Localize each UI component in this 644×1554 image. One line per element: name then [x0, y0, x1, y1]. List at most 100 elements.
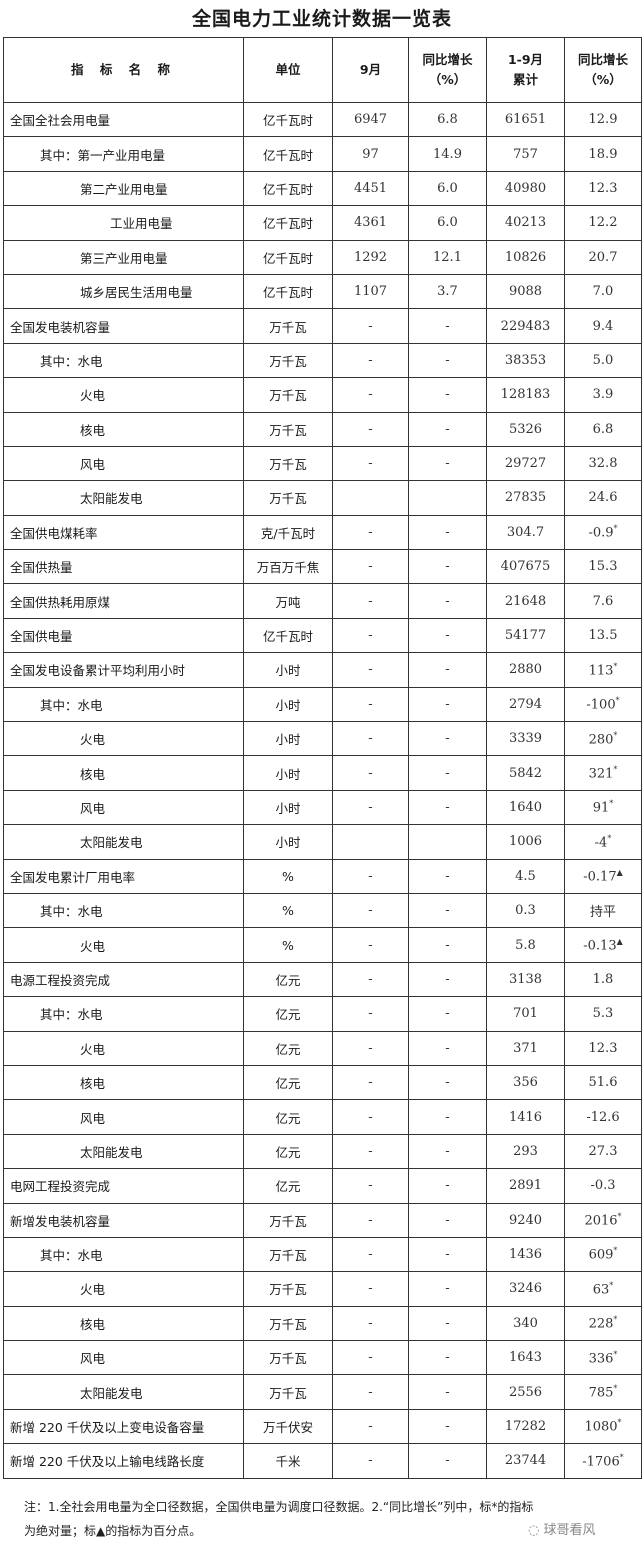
cell-month-yoy: -	[408, 1202, 487, 1238]
footnote: 注：1.全社会用电量为全口径数据，全国供电量为调度口径数据。2.“同比增长”列中…	[24, 1495, 624, 1543]
cell-text: 6.0	[437, 215, 458, 231]
cell-text: -	[445, 937, 450, 953]
cell-text: 1006	[508, 834, 543, 850]
cell-month: 97	[332, 136, 409, 172]
cell-text: -	[445, 1247, 450, 1263]
cell-cum-yoy: 18.9	[564, 136, 642, 172]
cell-text: 40980	[504, 180, 547, 196]
table-row: 火电 万千瓦 - - 3246 63*	[3, 1271, 642, 1307]
table-row: 电源工程投资完成 亿元 - - 3138 1.8	[3, 961, 642, 998]
cell-name: 太阳能发电	[3, 1374, 244, 1410]
cell-text: -	[368, 1453, 373, 1469]
cell-month: -	[332, 1236, 409, 1273]
cell-cum-yoy: 7.0	[564, 273, 642, 310]
cell-cum-yoy: 32.8	[564, 445, 642, 482]
cell-text: 609	[588, 1247, 614, 1263]
cell-cum-yoy: 3.9	[564, 377, 642, 413]
cell-text: 20.7	[588, 249, 618, 265]
cell-name: 第三产业用电量	[3, 239, 244, 275]
cell-name: 全国供电量	[3, 617, 244, 654]
cell-cum-yoy: 63*	[564, 1271, 642, 1307]
cell-text: -	[368, 662, 373, 678]
cell-text: 18.9	[588, 146, 618, 162]
cell-cum-yoy: -1706*	[564, 1443, 642, 1479]
cell-text: -	[368, 421, 373, 437]
cell-text: 40213	[504, 215, 547, 231]
cell-text: 1643	[508, 1350, 543, 1366]
table-row: 全国供热量 万百万千焦 - - 407675 15.3	[3, 549, 642, 585]
cell-unit: 万千瓦	[243, 1271, 333, 1307]
cell-unit: 万千伏安	[243, 1408, 333, 1445]
cell-cum-yoy: 12.2	[564, 205, 642, 241]
cell-cum-yoy: 1.8	[564, 961, 642, 998]
cell-cum: 9240	[486, 1202, 565, 1238]
cell-text: -	[368, 937, 373, 953]
table-row: 电网工程投资完成 亿元 - - 2891 -0.3	[3, 1168, 642, 1204]
footnote-line: 为绝对量；标▲的指标为百分点。	[24, 1524, 202, 1538]
cell-text: 2891	[508, 1178, 543, 1194]
cell-month-yoy: -	[408, 927, 487, 963]
footnote-mark: *	[617, 1418, 622, 1428]
cell-text: -	[445, 1040, 450, 1056]
cell-month: -	[332, 1030, 409, 1066]
cell-month: -	[332, 1271, 409, 1307]
cell-unit: 亿千瓦时	[243, 101, 333, 138]
cell-text: 万千瓦	[269, 491, 307, 507]
cell-name: 新增发电装机容量	[3, 1202, 244, 1238]
cell-text: -	[368, 1143, 373, 1159]
cell-text: 12.3	[588, 1040, 618, 1056]
cell-text: 全国发电设备累计平均利用小时	[10, 663, 186, 679]
cell-text: 23744	[504, 1453, 547, 1469]
cell-text: 太阳能发电	[80, 1144, 143, 1160]
cell-month-yoy: -	[408, 549, 487, 585]
cell-name: 新增 220 千伏及以上变电设备容量	[3, 1408, 244, 1445]
cell-text: -	[368, 1006, 373, 1022]
cell-month-yoy: -	[408, 583, 487, 619]
cell-name: 其中：水电	[3, 686, 244, 723]
cell-month-yoy: -	[408, 617, 487, 654]
cell-text: %	[282, 937, 294, 953]
cell-text: 亿元	[275, 1144, 301, 1160]
cell-text: 万千瓦	[269, 1385, 307, 1401]
cell-month: 4361	[332, 205, 409, 241]
cell-text: 全国供热耗用原煤	[10, 594, 111, 610]
cell-text: 17282	[504, 1419, 547, 1435]
cell-text: 6947	[353, 112, 388, 128]
cell-unit: 亿元	[243, 1133, 333, 1170]
cell-cum-yoy: -0.13▲	[564, 927, 642, 963]
cell-month: -	[332, 1099, 409, 1135]
cell-text: 亿元	[275, 1179, 301, 1195]
cell-text: 万千瓦	[269, 1213, 307, 1229]
cell-text: -	[445, 456, 450, 472]
cell-cum-yoy: 12.3	[564, 170, 642, 207]
cell-text: -	[368, 1350, 373, 1366]
cell-text: 电网工程投资完成	[10, 1179, 111, 1195]
cell-text: 12.1	[433, 249, 462, 265]
cell-text: -	[368, 1109, 373, 1125]
cell-cum: 1643	[486, 1340, 565, 1376]
cell-month-yoy: -	[408, 961, 487, 998]
cell-cum-yoy: 280*	[564, 721, 642, 757]
cell-text: 工业用电量	[110, 216, 173, 232]
cell-text: 电源工程投资完成	[10, 972, 111, 988]
cell-unit: 万百万千焦	[243, 549, 333, 585]
table-row: 风电 亿元 - - 1416 -12.6	[3, 1099, 642, 1135]
cell-name: 太阳能发电	[3, 824, 244, 860]
cell-name: 其中：水电	[3, 996, 244, 1032]
cell-text: 97	[362, 146, 379, 162]
cell-text: 第二产业用电量	[80, 181, 168, 197]
cell-text: -	[368, 352, 373, 368]
cell-unit: 小时	[243, 721, 333, 757]
cell-cum: 5326	[486, 411, 565, 447]
table-row: 其中：水电 亿元 - - 701 5.3	[3, 996, 642, 1032]
cell-text: -	[445, 1350, 450, 1366]
cell-cum: 128183	[486, 377, 565, 413]
cell-month: -	[332, 308, 409, 344]
cell-text: 228	[588, 1316, 614, 1332]
cell-text: 万千伏安	[262, 1420, 313, 1436]
cell-text: 万千瓦	[269, 388, 307, 404]
cell-month: -	[332, 377, 409, 413]
cell-text: -0.9	[588, 525, 614, 541]
table-row: 火电 万千瓦 - - 128183 3.9	[3, 377, 642, 413]
cell-text: 小时	[275, 766, 301, 782]
